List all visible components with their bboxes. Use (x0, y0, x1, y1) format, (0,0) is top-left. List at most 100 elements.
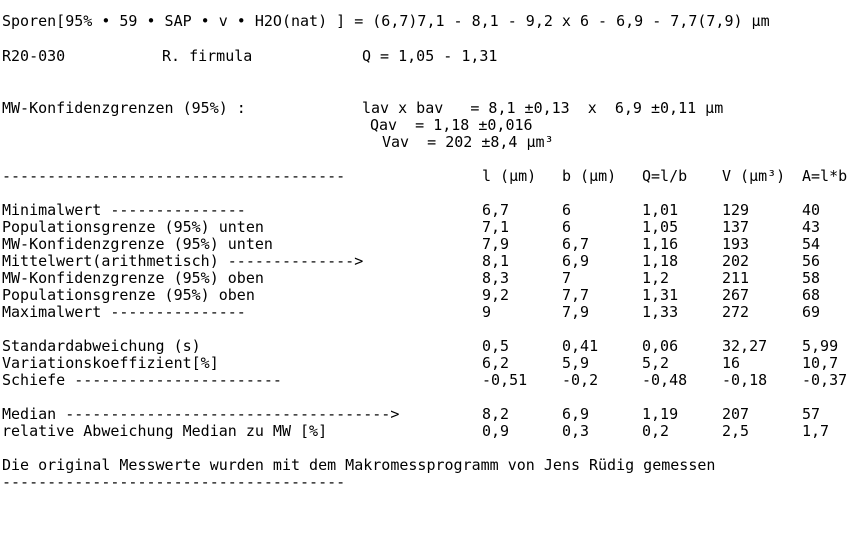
row-label: Minimalwert --------------- (2, 201, 246, 219)
cell-area: 54 (802, 235, 821, 253)
cell-volume: 137 (722, 218, 750, 236)
cell-width: 6 (562, 218, 572, 236)
cell-width: 7,9 (562, 303, 590, 321)
cell-length: 7,1 (482, 218, 510, 236)
cell-volume: 193 (722, 235, 750, 253)
cell-width: -0,2 (562, 371, 599, 389)
row-label: Median ---------------------------------… (2, 405, 400, 423)
cell-volume: -0,18 (722, 371, 768, 389)
cell-width: 6,9 (562, 252, 590, 270)
spore-summary-line: Sporen[95% • 59 • SAP • v • H2O(nat) ] =… (2, 12, 770, 30)
cell-length: 8,3 (482, 269, 510, 287)
lav-bav-value: lav x bav = 8,1 ±0,13 x 6,9 ±0,11 µm (362, 99, 724, 117)
species-name: R. firmula (162, 47, 253, 65)
cell-area: 57 (802, 405, 821, 423)
row-label: Variationskoeffizient[%] (2, 354, 219, 372)
cell-q: 0,2 (642, 422, 670, 440)
table-header-row: -------------------------------------- l… (2, 168, 864, 185)
row-label: MW-Konfidenzgrenze (95%) unten (2, 235, 273, 253)
cell-q: 1,05 (642, 218, 679, 236)
cell-q: 1,33 (642, 303, 679, 321)
column-header-length: l (µm) (482, 167, 537, 185)
cell-length: 0,5 (482, 337, 510, 355)
table-row: Populationsgrenze (95%) oben 9,2 7,7 1,3… (2, 287, 864, 304)
cell-area: -0,37 (802, 371, 848, 389)
table-row: MW-Konfidenzgrenze (95%) unten 7,9 6,7 1… (2, 236, 864, 253)
footer-note: Die original Messwerte wurden mit dem Ma… (2, 456, 716, 474)
cell-area: 5,99 (802, 337, 839, 355)
cell-length: 9 (482, 303, 492, 321)
cell-width: 6,7 (562, 235, 590, 253)
cell-volume: 129 (722, 201, 750, 219)
vav-value: Vav = 202 ±8,4 µm³ (382, 133, 554, 151)
cell-volume: 207 (722, 405, 750, 423)
column-header-volume: V (µm³) (722, 167, 786, 185)
cell-volume: 2,5 (722, 422, 750, 440)
row-label: Populationsgrenze (95%) unten (2, 218, 264, 236)
confidence-label: MW-Konfidenzgrenzen (95%) : (2, 99, 246, 117)
cell-width: 0,41 (562, 337, 599, 355)
cell-width: 6 (562, 201, 572, 219)
row-label: Maximalwert --------------- (2, 303, 246, 321)
table-row: Maximalwert --------------- 9 7,9 1,33 2… (2, 304, 864, 321)
cell-area: 58 (802, 269, 821, 287)
cell-q: 0,06 (642, 337, 679, 355)
sample-id: R20-030 (2, 47, 66, 65)
cell-length: -0,51 (482, 371, 528, 389)
cell-q: -0,48 (642, 371, 688, 389)
cell-length: 6,7 (482, 201, 510, 219)
table-separator: -------------------------------------- (2, 167, 346, 185)
q-range: Q = 1,05 - 1,31 (362, 47, 498, 65)
cell-q: 1,19 (642, 405, 679, 423)
cell-volume: 267 (722, 286, 750, 304)
row-label: relative Abweichung Median zu MW [%] (2, 422, 328, 440)
cell-area: 10,7 (802, 354, 839, 372)
cell-area: 68 (802, 286, 821, 304)
table-row: Minimalwert --------------- 6,7 6 1,01 1… (2, 202, 864, 219)
cell-width: 6,9 (562, 405, 590, 423)
cell-width: 5,9 (562, 354, 590, 372)
table-row: relative Abweichung Median zu MW [%] 0,9… (2, 423, 864, 440)
cell-area: 69 (802, 303, 821, 321)
cell-area: 43 (802, 218, 821, 236)
cell-volume: 272 (722, 303, 750, 321)
cell-length: 8,1 (482, 252, 510, 270)
qav-value: Qav = 1,18 ±0,016 (370, 116, 533, 134)
cell-q: 1,01 (642, 201, 679, 219)
cell-width: 7,7 (562, 286, 590, 304)
cell-q: 5,2 (642, 354, 670, 372)
row-label: Mittelwert(arithmetisch) --------------> (2, 252, 364, 270)
cell-volume: 211 (722, 269, 750, 287)
column-header-q: Q=l/b (642, 167, 688, 185)
cell-length: 6,2 (482, 354, 510, 372)
cell-q: 1,31 (642, 286, 679, 304)
table-row: Mittelwert(arithmetisch) -------------->… (2, 253, 864, 270)
cell-length: 8,2 (482, 405, 510, 423)
cell-area: 40 (802, 201, 821, 219)
column-header-area: A=l*b (802, 167, 848, 185)
cell-q: 1,16 (642, 235, 679, 253)
column-header-width: b (µm) (562, 167, 617, 185)
table-row: Standardabweichung (s) 0,5 0,41 0,06 32,… (2, 338, 864, 355)
cell-length: 9,2 (482, 286, 510, 304)
table-row: Variationskoeffizient[%] 6,2 5,9 5,2 16 … (2, 355, 864, 372)
table-row: Populationsgrenze (95%) unten 7,1 6 1,05… (2, 219, 864, 236)
table-row: MW-Konfidenzgrenze (95%) oben 8,3 7 1,2 … (2, 270, 864, 287)
cell-volume: 16 (722, 354, 741, 372)
cell-length: 7,9 (482, 235, 510, 253)
cell-area: 1,7 (802, 422, 830, 440)
table-row: Schiefe ----------------------- -0,51 -0… (2, 372, 864, 389)
cell-area: 56 (802, 252, 821, 270)
row-label: Standardabweichung (s) (2, 337, 201, 355)
cell-q: 1,2 (642, 269, 670, 287)
cell-q: 1,18 (642, 252, 679, 270)
row-label: Populationsgrenze (95%) oben (2, 286, 255, 304)
row-label: Schiefe ----------------------- (2, 371, 282, 389)
cell-length: 0,9 (482, 422, 510, 440)
footer-separator: -------------------------------------- (2, 473, 346, 491)
cell-width: 7 (562, 269, 572, 287)
cell-volume: 202 (722, 252, 750, 270)
cell-volume: 32,27 (722, 337, 768, 355)
row-label: MW-Konfidenzgrenze (95%) oben (2, 269, 264, 287)
cell-width: 0,3 (562, 422, 590, 440)
